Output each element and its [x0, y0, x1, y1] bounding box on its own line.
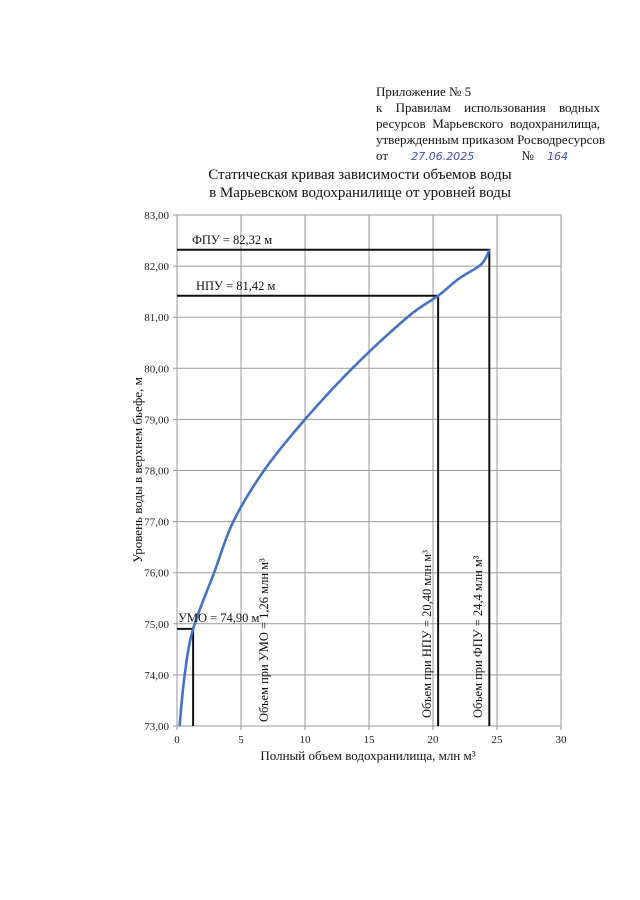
- y-tick-label: 81,00: [144, 312, 169, 324]
- appendix-line-3: ресурсов Марьевского водохранилища,: [376, 116, 600, 131]
- appendix-title: Приложение № 5: [376, 84, 472, 99]
- npu-label: НПУ = 81,42 м: [196, 279, 275, 293]
- vol-npu-label: Объем при НПУ = 20,40 млн м³: [420, 550, 434, 718]
- y-tick-label: 78,00: [144, 466, 169, 478]
- x-tick-label: 5: [238, 734, 244, 746]
- y-tick-label: 79,00: [144, 414, 169, 426]
- fpu-label: ФПУ = 82,32 м: [192, 233, 272, 247]
- y-tick-label: 74,00: [144, 670, 169, 682]
- appendix-date-number: от 27.06.2025 № 164: [376, 148, 569, 163]
- x-tick-label: 30: [556, 734, 568, 746]
- fpu-reference-line: [177, 248, 491, 726]
- appendix-line-2: к Правилам использования водных: [376, 100, 600, 115]
- chart-title: Статическая кривая зависимости объемов в…: [208, 167, 512, 201]
- y-tick-label: 80,00: [144, 363, 169, 375]
- x-tick-label: 10: [300, 734, 312, 746]
- x-tick-label: 0: [174, 734, 180, 746]
- reference-lines: [177, 248, 491, 726]
- y-tick-label: 76,00: [144, 568, 169, 580]
- umo-label: УМО = 74,90 м: [178, 611, 260, 625]
- y-tick-label: 77,00: [144, 517, 169, 529]
- x-axis-title: Полный объем водохранилища, млн м³: [260, 748, 475, 763]
- y-tick-label: 82,00: [144, 261, 169, 273]
- handwritten-number: 164: [547, 150, 569, 163]
- y-tick-label: 73,00: [144, 721, 169, 733]
- appendix-block: Приложение № 5 к Правилам использования …: [376, 84, 605, 165]
- y-axis-ticks: 73,00 74,00 75,00 76,00 77,00 78,00 79,00 80,00…: [144, 210, 169, 733]
- y-tick-label: 83,00: [144, 210, 169, 222]
- y-axis-title: Уровень воды в верхнем бьефе, м: [130, 377, 145, 563]
- annotations: ФПУ = 82,32 м НПУ = 81,42 м УМО = 74,90 …: [178, 233, 485, 722]
- volume-curve: [178, 249, 491, 727]
- npu-reference-line: [177, 294, 440, 726]
- grid-lines: [173, 214, 562, 730]
- x-tick-label: 20: [428, 734, 440, 746]
- x-tick-label: 15: [364, 734, 376, 746]
- vol-umo-label: Объем при УМО = 1,26 млн м³: [257, 558, 271, 722]
- x-tick-label: 25: [492, 734, 504, 746]
- handwritten-date: 27.06.2025: [411, 150, 475, 163]
- y-tick-label: 75,00: [144, 619, 169, 631]
- appendix-line-4: утвержденным приказом Росводресурсов: [376, 132, 605, 147]
- x-axis-ticks: 0 5 10 15 20 25 30: [174, 734, 567, 746]
- vol-fpu-label: Объем при ФПУ = 24,4 млн м³: [471, 555, 485, 718]
